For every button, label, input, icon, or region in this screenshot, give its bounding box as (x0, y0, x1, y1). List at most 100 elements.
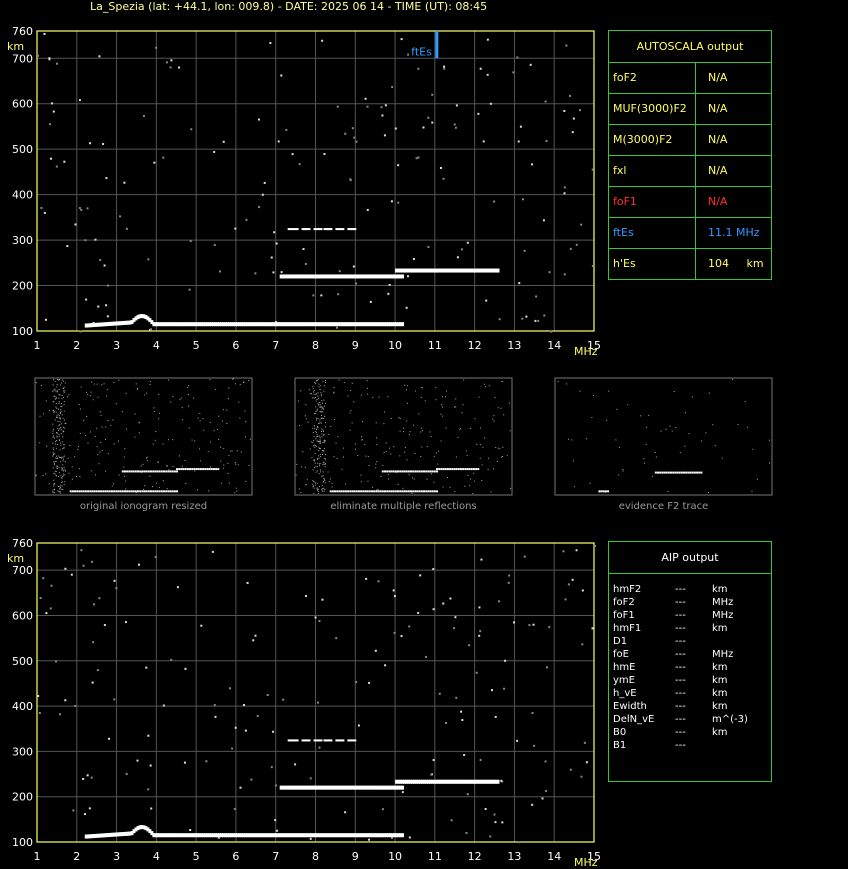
noise-dot (125, 772, 128, 775)
noise-dot (318, 620, 321, 623)
thumbnail-trace (364, 490, 367, 493)
thumbnail-dot (323, 481, 325, 483)
y-tick-label: 700 (12, 52, 33, 65)
noise-dot (86, 774, 89, 777)
thumbnail-dot (573, 486, 575, 488)
trace-point (383, 833, 387, 838)
thumbnail-dot (113, 443, 115, 445)
thumbnail-dot (92, 399, 94, 401)
noise-dot (213, 150, 216, 153)
thumbnail-dot (57, 457, 59, 459)
thumbnail-dot (488, 385, 490, 387)
trace-point (407, 779, 411, 784)
thumbnail-dot (63, 410, 65, 412)
thumbnail-dot (89, 431, 91, 433)
trace-point (156, 833, 160, 838)
thumbnail-trace (418, 470, 421, 473)
trace-point (315, 833, 319, 838)
thumbnail-dot (54, 443, 56, 445)
thumbnail-dot (136, 388, 138, 390)
thumbnail-trace (407, 470, 410, 473)
thumbnail-dot (351, 382, 353, 384)
thumbnail-dot (59, 424, 61, 426)
thumbnail-dot (40, 385, 42, 387)
noise-dot (200, 624, 203, 627)
thumbnail-dot (59, 456, 61, 458)
thumbnail-dot (404, 451, 406, 453)
thumbnail-trace (388, 470, 391, 473)
thumbnail-dot (313, 492, 315, 494)
thumbnail-trace (340, 490, 343, 493)
trace-point (309, 322, 313, 327)
trace-point (422, 268, 426, 273)
trace-point (440, 779, 444, 784)
thumbnail-dot (319, 453, 321, 455)
thumbnail-trace (329, 490, 332, 493)
noise-dot (280, 74, 283, 77)
thumbnail-trace (95, 490, 98, 493)
noise-dot (64, 699, 67, 702)
trace-point (341, 833, 345, 838)
thumbnail-dot (222, 409, 224, 411)
thumbnail-trace (74, 490, 77, 493)
trace-point (401, 274, 405, 279)
thumbnail-dot (63, 391, 65, 393)
trace-point (182, 322, 186, 327)
plot-frame (36, 30, 595, 332)
thumbnail-dot (86, 415, 88, 417)
noise-dot (518, 282, 521, 285)
noise-dot (244, 729, 247, 732)
thumbnail-trace (416, 470, 419, 473)
noise-dot (40, 206, 43, 209)
trace-point (172, 833, 176, 838)
trace-point (361, 833, 365, 838)
trace-point (104, 322, 108, 327)
thumbnail-dot (305, 404, 307, 406)
noise-dot (217, 836, 220, 839)
thumbnail-dot (172, 395, 174, 397)
thumbnail-dot (64, 461, 66, 463)
trace-point (110, 832, 114, 837)
thumbnail-dot (97, 396, 99, 398)
trace-point (174, 322, 178, 327)
trace-point (345, 322, 349, 327)
thumbnail-dot (313, 485, 315, 487)
thumbnail-dot (315, 383, 317, 385)
thumbnail-dot (56, 432, 58, 434)
trace-point (407, 268, 411, 273)
noise-dot (106, 315, 109, 318)
x-axis-label: MHz (574, 856, 598, 869)
trace-point (102, 833, 106, 838)
thumbnail-dot (315, 393, 317, 395)
thumbnail-dot (60, 418, 62, 420)
trace-point (345, 274, 349, 279)
thumbnail-dot (56, 443, 58, 445)
thumbnail-dot (463, 379, 465, 381)
trace-point (303, 322, 307, 327)
noise-dot (105, 304, 108, 307)
trace-point (275, 833, 279, 838)
noise-dot (113, 579, 116, 582)
trace-point (277, 322, 281, 327)
thumbnail-trace (396, 490, 399, 493)
thumbnail-dot (325, 463, 327, 465)
thumbnail-dot (170, 401, 172, 403)
thumbnail-dot (312, 427, 314, 429)
thumbnail-dot (65, 422, 67, 424)
thumbnail-dot (457, 436, 459, 438)
thumbnail-dot (318, 457, 320, 459)
thumbnail-dot (411, 492, 413, 494)
thumbnail-dot (616, 408, 618, 410)
y-tick-label: 200 (12, 791, 33, 804)
thumbnail-dot (77, 448, 79, 450)
thumbnail-dot (351, 422, 353, 424)
thumbnail-trace (678, 471, 681, 474)
noise-dot (275, 321, 278, 324)
thumbnail-dot (323, 418, 325, 420)
thumbnail-dot (86, 391, 88, 393)
thumbnail-dot (149, 381, 151, 383)
noise-dot (391, 85, 394, 88)
thumbnail-dot (643, 458, 645, 460)
thumbnail-dot (333, 391, 335, 393)
thumbnail-dot (178, 455, 180, 457)
